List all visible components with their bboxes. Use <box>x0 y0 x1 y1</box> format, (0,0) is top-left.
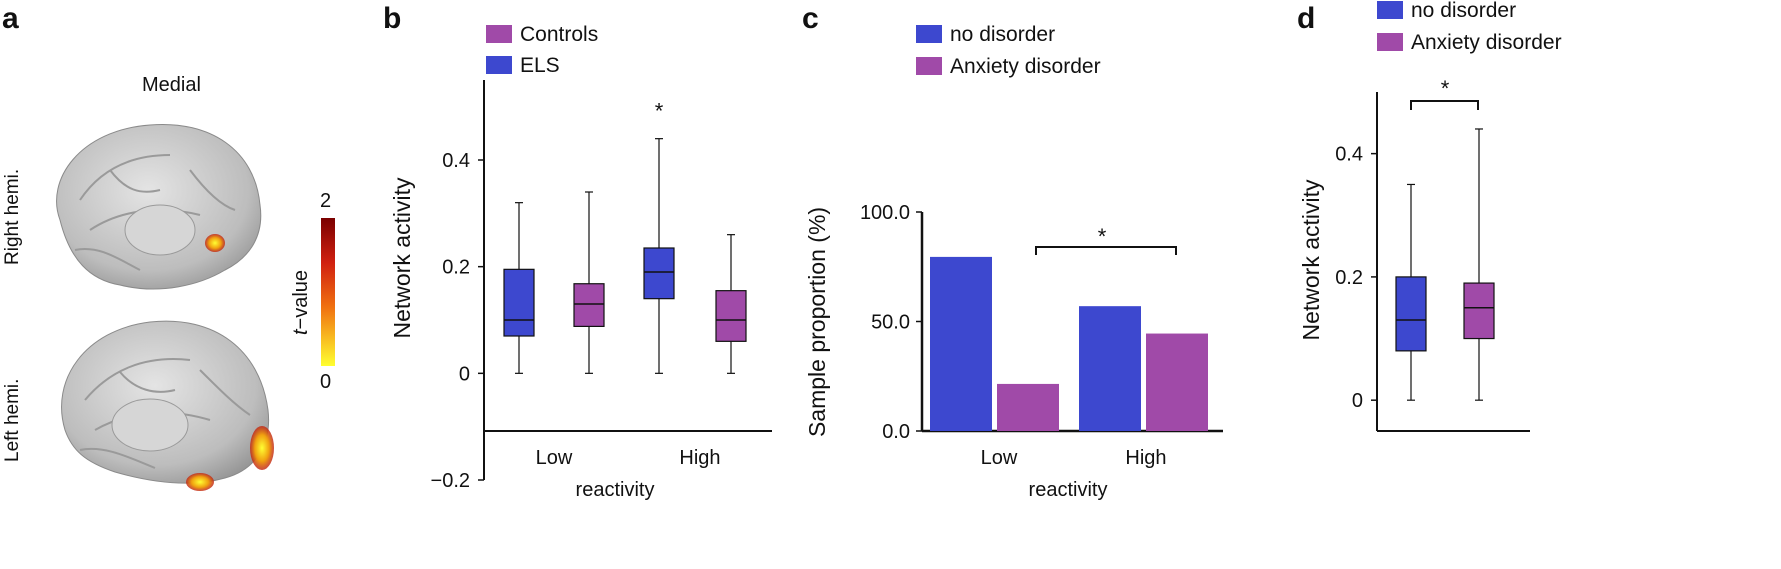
chart-c-ylabel: Sample proportion (%) <box>804 207 830 437</box>
colorbar-title-t: t <box>290 329 312 335</box>
chart-c-ytick-label-1: 50.0 <box>871 312 910 334</box>
medial-view-label: Medial <box>142 74 201 96</box>
chart-c-bar-0-0 <box>930 256 992 431</box>
left-activation-spot-temporal <box>186 473 214 491</box>
colorbar-title: t−value <box>290 270 313 335</box>
chart-c-ytick-label-0: 0.0 <box>882 421 910 443</box>
chart-c-bar-1-0 <box>997 383 1059 431</box>
chart-b-ytick-label-1: 0 <box>459 363 470 385</box>
chart-d-significance-star: * <box>1441 76 1450 101</box>
chart-c-significance-star: * <box>1098 224 1107 249</box>
colorbar-max-label: 2 <box>320 190 332 212</box>
chart-b: Controls ELS −0.2 0 0.2 0.4 Network activity * L… <box>389 23 772 501</box>
chart-b-box-2 <box>643 247 675 300</box>
chart-d-legend-swatch-1 <box>1377 33 1403 51</box>
chart-b-legend-swatch-0 <box>486 25 512 43</box>
chart-c-xlabel: reactivity <box>1029 479 1108 501</box>
chart-d-box-0 <box>1395 276 1427 352</box>
chart-d-legend-swatch-0 <box>1377 1 1403 19</box>
chart-b-legend-swatch-1 <box>486 56 512 74</box>
chart-d-ytick-label-0: 0 <box>1352 390 1363 412</box>
chart-b-box-3 <box>715 290 747 342</box>
chart-b-box-1 <box>573 283 605 328</box>
chart-d-legend-label-0: no disorder <box>1411 0 1516 22</box>
colorbar-title-suffix: −value <box>290 269 312 330</box>
chart-c: no disorder Anxiety disorder 0.0 50.0 100.0 S… <box>804 23 1223 501</box>
chart-b-xlabel: reactivity <box>576 479 655 501</box>
chart-b-xtick-label-0: Low <box>536 447 573 469</box>
chart-b-ytick-label-2: 0.2 <box>442 257 470 279</box>
panel-letter-d: d <box>1297 2 1316 35</box>
chart-c-bar-1-1 <box>1146 333 1208 431</box>
chart-c-legend-label-0: no disorder <box>950 23 1055 46</box>
chart-c-legend-swatch-1 <box>916 57 942 75</box>
chart-b-ylabel: Network activity <box>389 177 415 339</box>
chart-c-legend-swatch-0 <box>916 25 942 43</box>
chart-b-ytick-label-0: −0.2 <box>431 470 470 492</box>
chart-c-bar-0-1 <box>1079 306 1141 431</box>
chart-d-legend-label-1: Anxiety disorder <box>1411 31 1562 54</box>
chart-d-ylabel: Network activity <box>1298 179 1324 341</box>
left-activation-spot-frontal <box>250 426 274 470</box>
chart-d-significance-bracket <box>1410 100 1479 110</box>
chart-b-box-0 <box>503 268 535 337</box>
colorbar-min-label: 0 <box>320 371 332 393</box>
chart-c-ytick-label-2: 100.0 <box>860 202 910 224</box>
left-hemi-label: Left hemi. <box>2 378 23 462</box>
chart-d: no disorder Anxiety disorder 0 0.2 0.4 Networ… <box>1298 0 1562 432</box>
chart-c-xtick-label-0: Low <box>981 447 1018 469</box>
brain-renderings <box>56 123 274 491</box>
chart-d-box-1 <box>1463 282 1495 340</box>
right-hemi-label: Right hemi. <box>2 168 23 265</box>
chart-b-xtick-label-1: High <box>679 447 720 469</box>
panel-letter-b: b <box>383 2 402 35</box>
tvalue-colorbar <box>321 218 335 366</box>
chart-b-legend-label-0: Controls <box>520 23 598 46</box>
chart-c-legend-label-1: Anxiety disorder <box>950 55 1101 78</box>
chart-c-significance-bracket <box>1035 246 1177 255</box>
chart-d-ytick-label-1: 0.2 <box>1335 267 1363 289</box>
chart-c-xtick-label-1: High <box>1125 447 1166 469</box>
panel-letter-c: c <box>802 2 819 35</box>
chart-b-legend-label-1: ELS <box>520 54 560 77</box>
chart-b-ytick-label-3: 0.4 <box>442 150 470 172</box>
chart-b-significance-star: * <box>655 99 664 124</box>
right-hemisphere-brain <box>56 123 262 290</box>
panel-letter-a: a <box>2 2 19 35</box>
chart-d-ytick-label-2: 0.4 <box>1335 144 1363 166</box>
left-hemisphere-brain <box>61 320 274 491</box>
right-activation-spot <box>205 234 225 252</box>
